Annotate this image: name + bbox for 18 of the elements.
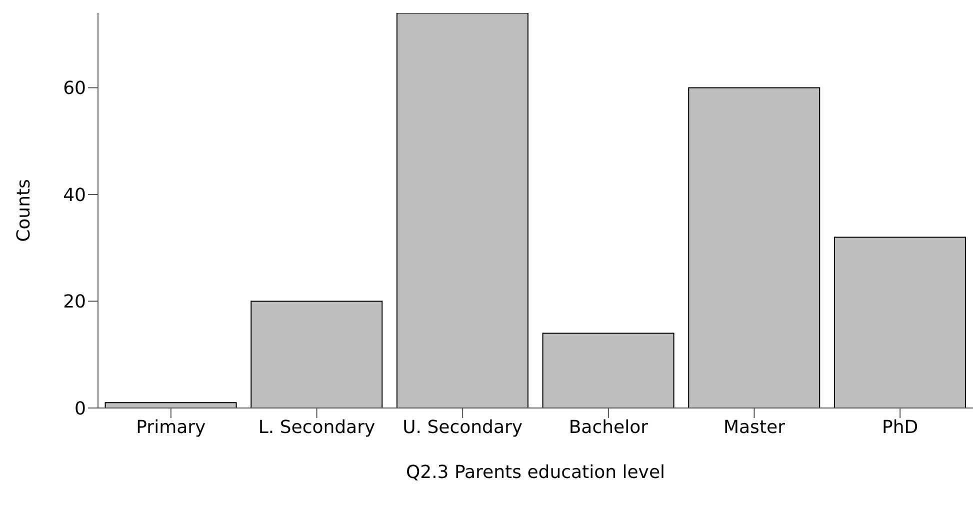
x-axis-title: Q2.3 Parents education level [406,462,666,483]
bar [104,402,237,408]
y-tick-label: 20 [63,292,86,313]
bar [834,236,966,408]
y-tick-label: 40 [63,184,86,206]
x-tick-label: PhD [882,416,918,438]
bar [396,13,528,408]
bar [542,332,674,408]
y-tick-label: 0 [74,398,86,420]
x-tick-label: Primary [136,416,206,438]
y-tick-label: 60 [63,78,86,100]
x-tick-label: U. Secondary [402,416,523,438]
x-tick-label: Bachelor [568,416,649,438]
x-tick-label: L. Secondary [258,416,376,438]
bar [250,300,383,408]
y-axis-title: Counts [13,179,34,242]
bar [688,87,820,408]
x-tick-label: Master [724,416,786,438]
